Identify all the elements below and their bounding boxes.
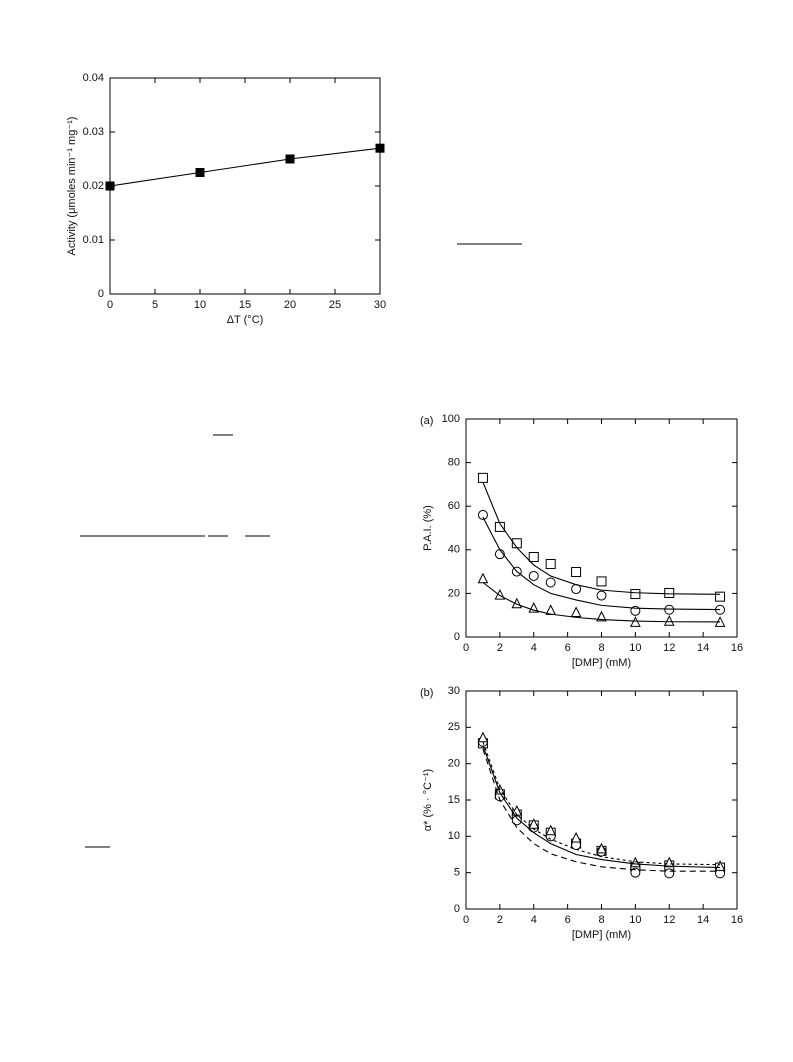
x-tick-label: 10 [194,299,206,311]
x-tick-label: 6 [565,642,571,654]
x-tick-label: 8 [598,642,604,654]
y-tick-label: 80 [448,457,460,469]
marker [664,868,675,879]
curve [482,582,721,623]
marker [571,567,582,578]
marker [477,731,489,743]
curve [482,516,721,611]
marker [511,815,522,826]
y-tick-label: 20 [448,587,460,599]
marker [105,181,115,191]
marker [663,615,675,626]
y-tick-label: 0.04 [83,72,104,84]
marker [630,616,641,627]
marker [664,604,675,615]
y-axis-label: Activity (μmoles min⁻¹ mg⁻¹) [66,117,78,256]
x-tick-label: 12 [663,642,675,654]
marker [664,587,675,598]
marker [714,860,726,871]
marker [528,570,539,581]
marker [545,558,556,569]
x-tick-label: 4 [531,914,537,926]
plot-frame [109,77,381,295]
marker [596,610,607,622]
marker [596,576,607,587]
x-tick-label: 25 [329,299,341,311]
y-axis-label: α* (% · °C⁻¹) [422,769,434,831]
y-tick-label: 100 [442,413,460,425]
marker [545,577,556,588]
plot-frame [465,418,738,638]
x-tick-label: 20 [284,299,296,311]
plot-frame [465,690,738,910]
x-tick-label: 30 [374,299,386,311]
panel-label: (a) [420,415,433,427]
chart: 0 5 10 15 20 25 30 0 0.01 0.02 0.03 0.04 ΔT (°C) Acti… [66,72,386,326]
marker [285,154,295,164]
marker [545,824,556,836]
x-tick-label: 14 [697,914,709,926]
marker [596,590,607,601]
y-tick-label: 60 [448,500,460,512]
y-tick-label: 0.01 [83,234,104,246]
y-tick-label: 0 [98,288,104,300]
marker [477,472,488,483]
x-tick-label: 2 [497,914,503,926]
y-tick-label: 30 [448,685,460,697]
x-axis-label: [DMP] (mM) [572,929,631,941]
marker [511,597,523,609]
x-tick-label: 0 [463,642,469,654]
x-axis-label: ΔT (°C) [227,314,264,326]
x-tick-label: 2 [497,642,503,654]
x-tick-label: 0 [107,299,113,311]
curve [109,147,381,187]
x-tick-label: 10 [629,642,641,654]
marker [195,168,205,177]
x-tick-label: 10 [629,914,641,926]
x-tick-label: 16 [731,642,743,654]
x-tick-label: 14 [697,642,709,654]
marker [528,818,540,829]
y-tick-label: 25 [448,721,460,733]
chart: 0 2 4 6 8 10 12 14 16 0 20 40 60 80 100 (a) [DMP] (mM) P.… [420,413,743,669]
marker [570,606,582,618]
marker [715,591,726,602]
curve [482,482,721,595]
x-tick-label: 0 [463,914,469,926]
marker [375,143,385,153]
marker [477,572,489,584]
marker [630,867,641,878]
y-tick-label: 0 [454,631,460,643]
y-tick-label: 0.02 [83,180,104,192]
x-tick-label: 4 [531,642,537,654]
marker [528,551,539,562]
marker [596,842,607,854]
marker [570,831,582,843]
y-tick-label: 20 [448,758,460,770]
x-tick-label: 12 [663,914,675,926]
curve [482,748,721,872]
marker [477,509,488,520]
marker [511,805,523,816]
curve [482,745,721,869]
y-tick-label: 10 [448,830,460,842]
x-tick-label: 15 [239,299,251,311]
y-tick-label: 40 [448,544,460,556]
x-tick-label: 6 [565,914,571,926]
panel-label: (b) [420,687,433,699]
x-tick-label: 8 [598,914,604,926]
y-tick-label: 15 [448,794,460,806]
marker [630,589,641,600]
y-tick-label: 0 [454,903,460,915]
y-tick-label: 0.03 [83,126,104,138]
y-tick-label: 5 [454,867,460,879]
y-axis-label: P.A.I. (%) [422,505,434,551]
x-axis-label: [DMP] (mM) [572,657,631,669]
x-tick-label: 5 [152,299,158,311]
x-tick-label: 16 [731,914,743,926]
chart: 0 2 4 6 8 10 12 14 16 0 5 10 15 20 25 30 (b) [DMP] (mM) α*… [420,685,743,941]
